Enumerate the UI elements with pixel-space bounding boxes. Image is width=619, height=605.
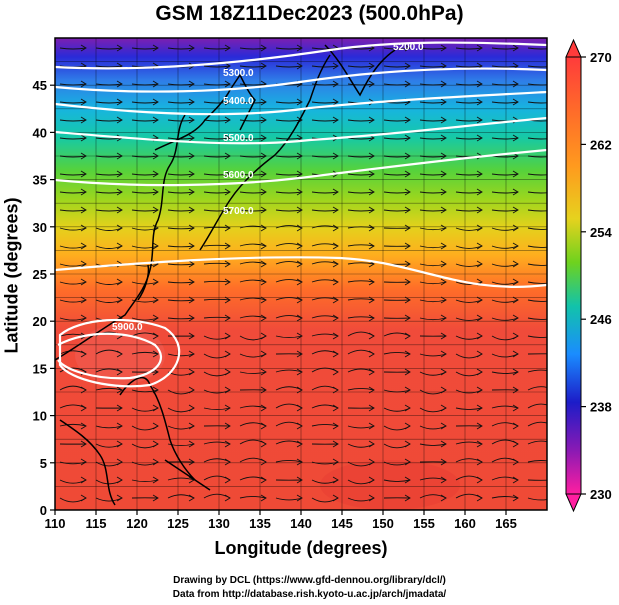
y-tick-label: 30 — [33, 220, 47, 235]
contour-label: 5300.0 — [223, 68, 254, 79]
x-tick-label: 115 — [86, 516, 107, 531]
x-tick-label: 165 — [495, 516, 517, 531]
colorbar-top-arrow — [565, 38, 582, 58]
y-tick-label: 15 — [33, 361, 47, 376]
colorbar: 270 262 254 246 238 230 — [565, 38, 612, 513]
y-tick-label: 5 — [40, 456, 47, 471]
colorbar-tick-label: 238 — [590, 400, 612, 415]
x-tick-label: 120 — [126, 516, 148, 531]
x-tick-label: 130 — [208, 516, 230, 531]
colorbar-bottom-arrow — [565, 493, 582, 513]
colorbar-tick-label: 262 — [590, 137, 612, 152]
y-tick-label: 25 — [33, 267, 47, 282]
credit-data: Data from http://database.rish.kyoto-u.a… — [172, 589, 447, 600]
colorbar-tick-label: 246 — [590, 312, 612, 327]
y-tick-label: 35 — [33, 173, 47, 188]
y-tick-label: 10 — [33, 409, 47, 424]
x-axis-label: Longitude (degrees) — [214, 538, 388, 558]
y-axis-label: Latitude (degrees) — [1, 197, 22, 354]
page-title: GSM 18Z11Dec2023 (500.0hPa) — [155, 2, 464, 25]
y-tick-label: 20 — [33, 314, 47, 329]
x-tick-label: 160 — [454, 516, 476, 531]
colorbar-tick-label: 254 — [590, 225, 612, 240]
x-tick-label: 125 — [167, 516, 189, 531]
contour-label: 5700.0 — [223, 206, 254, 217]
x-tick-label: 135 — [249, 516, 271, 531]
x-tick-label: 140 — [290, 516, 312, 531]
contour-label: 5400.0 — [223, 96, 254, 107]
y-tick-label: 40 — [33, 125, 47, 140]
y-tick-label: 0 — [40, 503, 47, 518]
x-tick-label: 110 — [45, 516, 66, 531]
contour-label: 5600.0 — [223, 170, 254, 181]
colorbar-tick-label: 270 — [590, 50, 612, 65]
height-contours — [55, 41, 547, 388]
colorbar-tick-label: 230 — [590, 487, 612, 502]
credit-drawing: Drawing by DCL (https://www.gfd-dennou.o… — [173, 575, 446, 586]
y-tick-label: 45 — [33, 78, 47, 93]
coastline — [55, 44, 396, 506]
contour-label: 5500.0 — [223, 133, 254, 144]
wind-streamlines — [59, 44, 547, 503]
x-tick-label: 155 — [413, 516, 435, 531]
x-tick-label: 145 — [331, 516, 353, 531]
x-tick-label: 150 — [372, 516, 394, 531]
contour-label: 5200.0 — [393, 42, 424, 53]
contour-label: 5900.0 — [112, 322, 143, 333]
